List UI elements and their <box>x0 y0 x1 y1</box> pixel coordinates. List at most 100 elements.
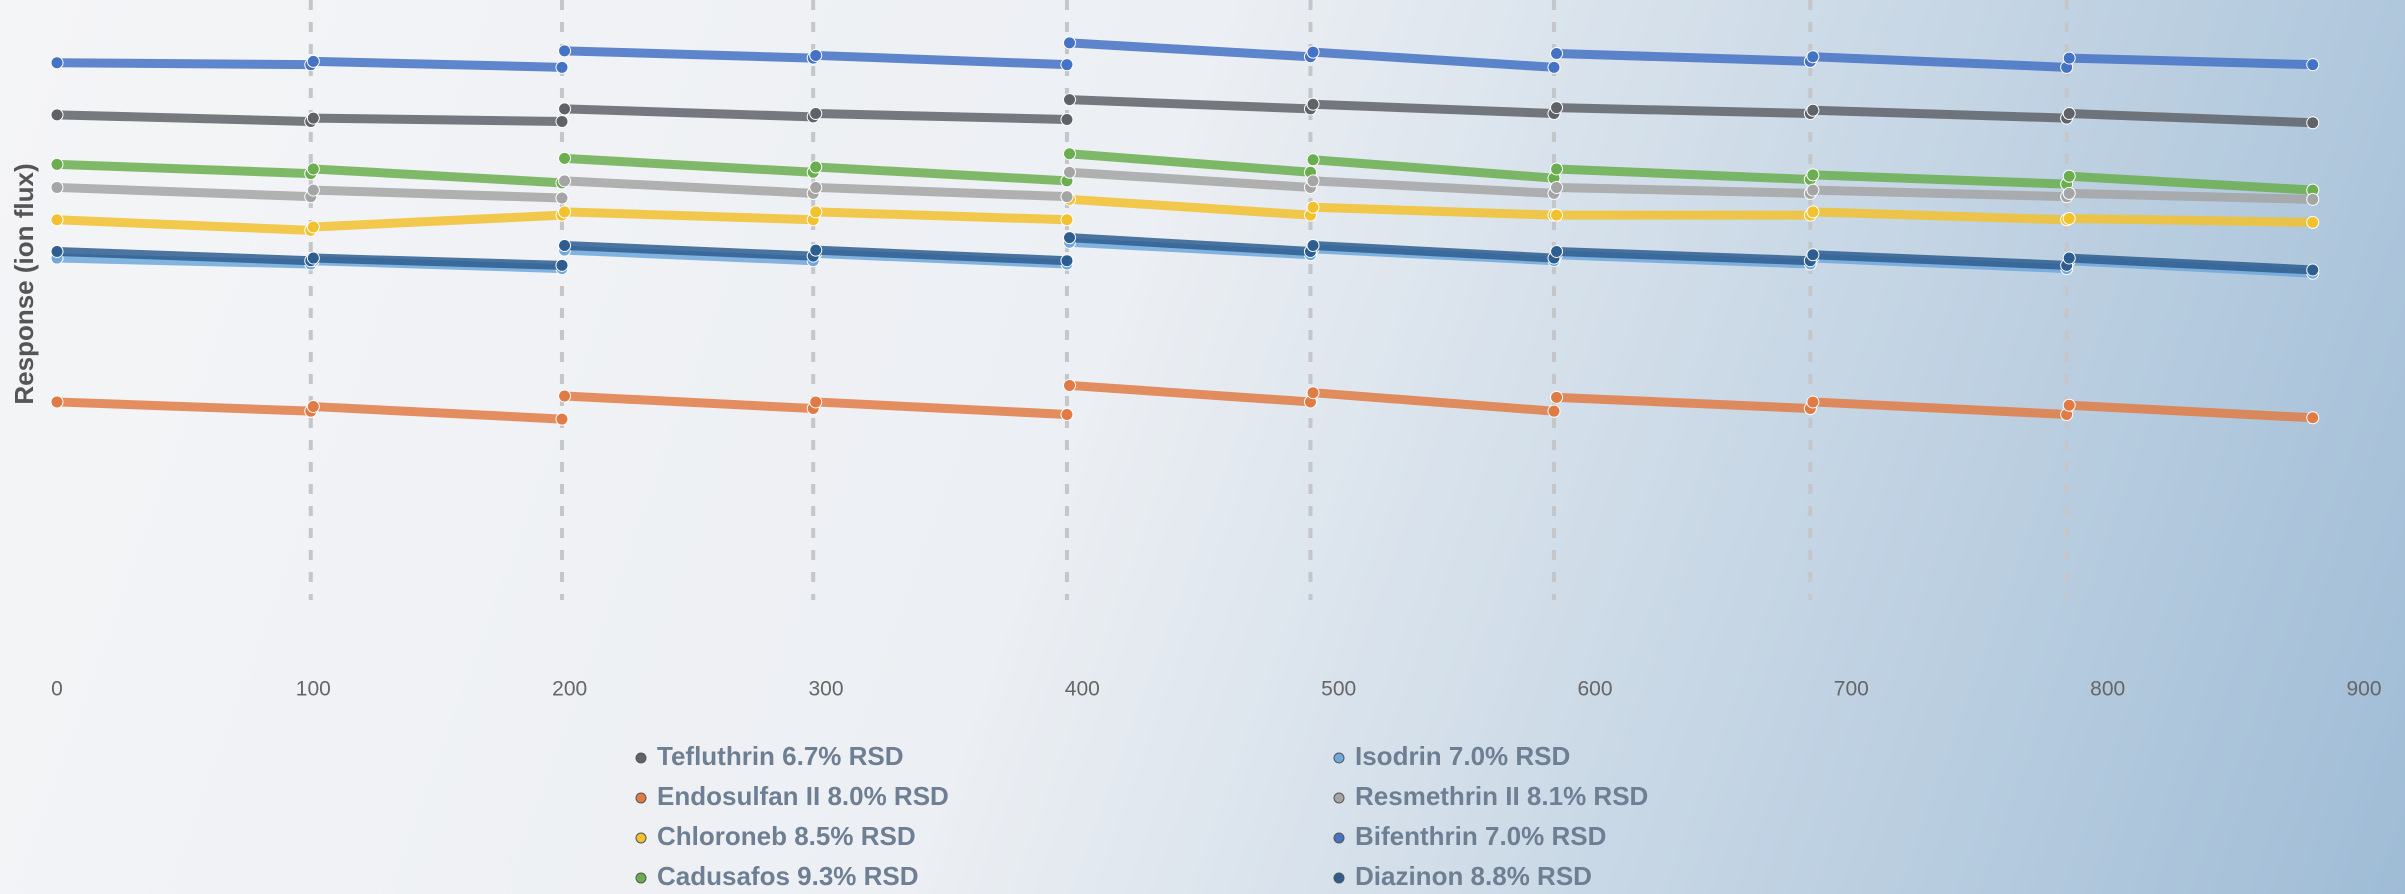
data-point <box>1550 162 1564 176</box>
data-point <box>558 151 572 165</box>
data-point <box>1306 153 1320 167</box>
data-point <box>1063 378 1077 392</box>
legend-label: Cadusafos 9.3% RSD <box>657 861 919 891</box>
data-point <box>558 102 572 116</box>
data-point <box>2306 58 2320 72</box>
data-point <box>1806 205 1820 219</box>
data-point <box>558 239 572 253</box>
data-point <box>1306 386 1320 400</box>
data-point <box>1060 58 1074 72</box>
data-point <box>558 389 572 403</box>
data-point <box>555 114 569 128</box>
legend-label: Resmethrin II 8.1% RSD <box>1355 781 1648 811</box>
data-point <box>1806 103 1820 117</box>
legend-marker <box>1333 832 1345 844</box>
data-point <box>809 48 823 62</box>
data-point <box>809 107 823 121</box>
data-point <box>2306 411 2320 425</box>
data-point <box>50 244 64 258</box>
data-point <box>2062 398 2076 412</box>
data-point <box>2062 186 2076 200</box>
data-point <box>1306 174 1320 188</box>
data-point <box>2306 263 2320 277</box>
series-line <box>52 167 2318 204</box>
data-point <box>809 395 823 409</box>
data-point <box>555 412 569 426</box>
legend-marker <box>635 792 647 804</box>
data-point <box>1063 93 1077 107</box>
legend-label: Tefluthrin 6.7% RSD <box>657 741 904 771</box>
data-point <box>1550 180 1564 194</box>
legend-marker <box>1333 752 1345 764</box>
data-point <box>555 60 569 74</box>
data-point <box>1550 46 1564 60</box>
data-point <box>558 205 572 219</box>
data-point <box>306 251 320 265</box>
data-point <box>1806 183 1820 197</box>
data-point <box>1063 165 1077 179</box>
data-point <box>1306 200 1320 214</box>
data-point <box>558 174 572 188</box>
data-point <box>1806 248 1820 262</box>
data-point <box>555 191 569 205</box>
data-point <box>558 44 572 58</box>
data-point <box>50 180 64 194</box>
data-point <box>1060 112 1074 126</box>
series-line <box>52 380 2318 424</box>
data-point <box>2306 192 2320 206</box>
x-tick-label: 0 <box>51 678 63 701</box>
data-point <box>809 243 823 257</box>
legend-marker <box>635 832 647 844</box>
data-point <box>1550 244 1564 258</box>
series <box>50 93 2320 130</box>
legend-marker <box>1333 872 1345 884</box>
data-point <box>50 56 64 70</box>
data-point <box>2062 251 2076 265</box>
data-point <box>2062 211 2076 225</box>
data-point <box>1306 97 1320 111</box>
data-point <box>1306 45 1320 59</box>
data-point <box>1547 60 1561 74</box>
legend-label: Isodrin 7.0% RSD <box>1355 741 1570 771</box>
legend-marker <box>635 872 647 884</box>
x-tick-label: 500 <box>1321 678 1356 701</box>
data-point <box>1806 395 1820 409</box>
data-point <box>2306 215 2320 229</box>
data-point <box>1060 407 1074 421</box>
data-point <box>1306 239 1320 253</box>
data-point <box>306 162 320 176</box>
x-tick-label: 400 <box>1065 678 1100 701</box>
x-tick-label: 300 <box>808 678 843 701</box>
x-tick-label: 100 <box>296 678 331 701</box>
data-point <box>1060 190 1074 204</box>
data-point <box>50 395 64 409</box>
y-axis-label: Response (ion flux) <box>9 163 39 404</box>
data-point <box>2062 169 2076 183</box>
data-point <box>50 213 64 227</box>
legend-label: Bifenthrin 7.0% RSD <box>1355 821 1606 851</box>
legend-label: Chloroneb 8.5% RSD <box>657 821 916 851</box>
data-point <box>50 108 64 122</box>
data-point <box>1806 50 1820 64</box>
data-point <box>1063 36 1077 50</box>
legend-marker <box>635 752 647 764</box>
data-point <box>555 258 569 272</box>
data-point <box>306 183 320 197</box>
data-point <box>1550 390 1564 404</box>
data-point <box>1063 147 1077 161</box>
data-point <box>1063 231 1077 245</box>
x-tick-label: 900 <box>2346 678 2381 701</box>
data-point <box>809 205 823 219</box>
series <box>50 147 2320 197</box>
legend-label: Diazinon 8.8% RSD <box>1355 861 1592 891</box>
data-point <box>809 180 823 194</box>
series-line <box>52 233 2318 275</box>
x-tick-label: 700 <box>1834 678 1869 701</box>
data-point <box>306 111 320 125</box>
data-point <box>1550 101 1564 115</box>
data-point <box>1060 213 1074 227</box>
series <box>50 36 2320 74</box>
data-point <box>50 157 64 171</box>
